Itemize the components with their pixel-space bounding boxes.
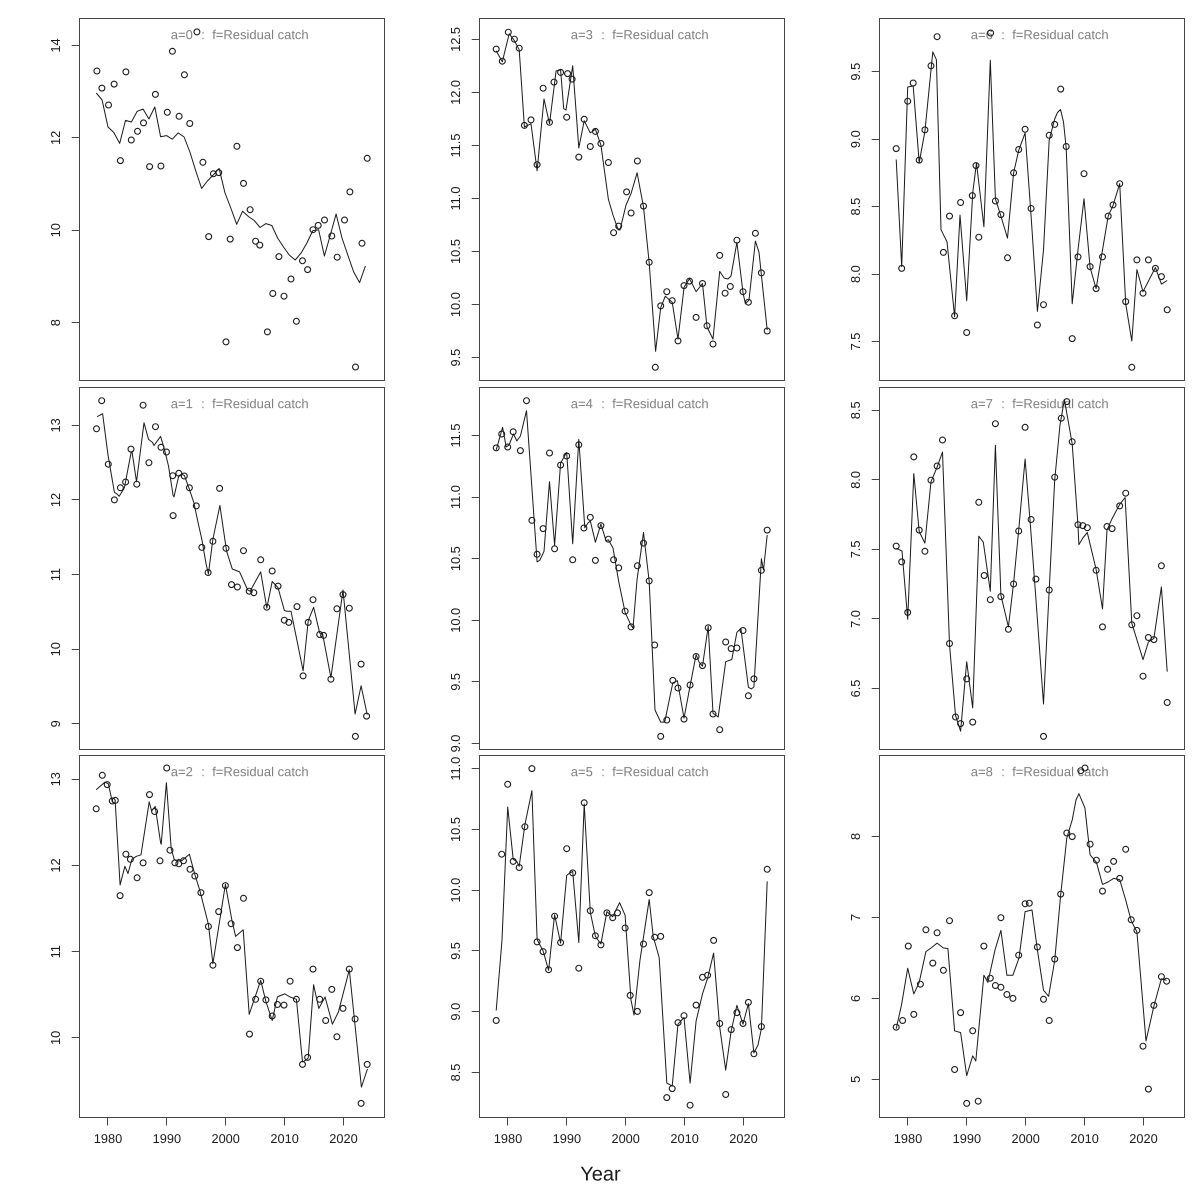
- svg-text::: :: [201, 764, 205, 779]
- svg-text:2020: 2020: [329, 1131, 357, 1146]
- svg-text:7.5: 7.5: [848, 541, 863, 559]
- svg-text:9.5: 9.5: [448, 942, 463, 960]
- svg-text:a=4: a=4: [571, 396, 593, 411]
- svg-text:1990: 1990: [953, 1131, 981, 1146]
- svg-text:1980: 1980: [94, 1131, 122, 1146]
- svg-text:10: 10: [48, 1031, 63, 1045]
- svg-text:10.0: 10.0: [448, 878, 463, 903]
- svg-text:2020: 2020: [1129, 1131, 1157, 1146]
- svg-text::: :: [201, 396, 205, 411]
- svg-text:f=Residual catch: f=Residual catch: [212, 396, 308, 411]
- svg-text:7.0: 7.0: [848, 610, 863, 628]
- svg-text:a=0: a=0: [171, 27, 193, 42]
- svg-text:2010: 2010: [270, 1131, 298, 1146]
- svg-text:9.5: 9.5: [448, 673, 463, 691]
- svg-text:11.0: 11.0: [448, 187, 463, 211]
- svg-text:5: 5: [848, 1076, 863, 1083]
- svg-text:a=7: a=7: [971, 396, 993, 411]
- svg-text:8.5: 8.5: [848, 198, 863, 216]
- svg-text:12: 12: [48, 858, 63, 872]
- svg-text:f=Residual catch: f=Residual catch: [212, 27, 308, 42]
- svg-text:7.5: 7.5: [848, 333, 863, 351]
- svg-text:11.5: 11.5: [448, 424, 463, 448]
- svg-text:10.0: 10.0: [448, 608, 463, 633]
- svg-text:9: 9: [48, 720, 63, 727]
- svg-text:12: 12: [48, 493, 63, 507]
- svg-text:a=6: a=6: [971, 27, 993, 42]
- svg-text:a=1: a=1: [171, 396, 193, 411]
- svg-text:1990: 1990: [553, 1131, 581, 1146]
- svg-text:10.5: 10.5: [448, 546, 463, 571]
- svg-text:9.5: 9.5: [448, 349, 463, 367]
- svg-text:10.5: 10.5: [448, 239, 463, 264]
- svg-text:1980: 1980: [894, 1131, 922, 1146]
- svg-text:7: 7: [848, 914, 863, 921]
- svg-text:2000: 2000: [211, 1131, 239, 1146]
- svg-text:f=Residual catch: f=Residual catch: [1012, 764, 1108, 779]
- svg-text::: :: [601, 396, 605, 411]
- svg-text:f=Residual catch: f=Residual catch: [612, 764, 708, 779]
- svg-text::: :: [201, 27, 205, 42]
- svg-text:f=Residual catch: f=Residual catch: [612, 396, 708, 411]
- svg-text:10.5: 10.5: [448, 817, 463, 842]
- svg-text:8.0: 8.0: [848, 265, 863, 283]
- svg-text:9.5: 9.5: [848, 63, 863, 81]
- svg-text:2000: 2000: [1011, 1131, 1039, 1146]
- svg-text:8.5: 8.5: [848, 401, 863, 419]
- svg-text:8: 8: [48, 319, 63, 326]
- svg-text::: :: [601, 27, 605, 42]
- svg-text::: :: [1001, 396, 1005, 411]
- svg-text:Year: Year: [580, 1163, 621, 1185]
- svg-text:a=2: a=2: [171, 764, 193, 779]
- svg-text:1990: 1990: [153, 1131, 181, 1146]
- svg-text:2010: 2010: [1070, 1131, 1098, 1146]
- svg-text:a=5: a=5: [571, 764, 593, 779]
- svg-text:9.0: 9.0: [448, 1003, 463, 1021]
- svg-text::: :: [601, 764, 605, 779]
- svg-text:11.5: 11.5: [448, 134, 463, 158]
- svg-text:10: 10: [48, 223, 63, 237]
- svg-text:9.0: 9.0: [448, 735, 463, 753]
- svg-text:11.0: 11.0: [448, 757, 463, 781]
- svg-text::: :: [1001, 764, 1005, 779]
- svg-text:f=Residual catch: f=Residual catch: [212, 764, 308, 779]
- svg-text:14: 14: [48, 38, 63, 52]
- svg-text:a=3: a=3: [571, 27, 593, 42]
- svg-text:1980: 1980: [494, 1131, 522, 1146]
- svg-text:6: 6: [848, 995, 863, 1002]
- svg-text:8.0: 8.0: [848, 471, 863, 489]
- svg-text:9.0: 9.0: [848, 130, 863, 148]
- svg-text:8.5: 8.5: [448, 1064, 463, 1082]
- svg-text:10.0: 10.0: [448, 292, 463, 317]
- svg-text:f=Residual catch: f=Residual catch: [612, 27, 708, 42]
- svg-text:f=Residual catch: f=Residual catch: [1012, 27, 1108, 42]
- svg-text:2010: 2010: [670, 1131, 698, 1146]
- svg-text:a=8: a=8: [971, 764, 993, 779]
- svg-text:6.5: 6.5: [848, 680, 863, 698]
- svg-text:11: 11: [48, 945, 63, 958]
- svg-text:13: 13: [48, 772, 63, 786]
- svg-text:12.5: 12.5: [448, 27, 463, 52]
- svg-text:10: 10: [48, 642, 63, 656]
- svg-text:2000: 2000: [611, 1131, 639, 1146]
- svg-text:8: 8: [848, 833, 863, 840]
- svg-text:11.0: 11.0: [448, 485, 463, 509]
- svg-text:2020: 2020: [729, 1131, 757, 1146]
- svg-text:11: 11: [48, 568, 63, 581]
- svg-text:f=Residual catch: f=Residual catch: [1012, 396, 1108, 411]
- svg-text:12: 12: [48, 131, 63, 145]
- svg-text:12.0: 12.0: [448, 80, 463, 105]
- svg-text::: :: [1001, 27, 1005, 42]
- svg-text:13: 13: [48, 418, 63, 432]
